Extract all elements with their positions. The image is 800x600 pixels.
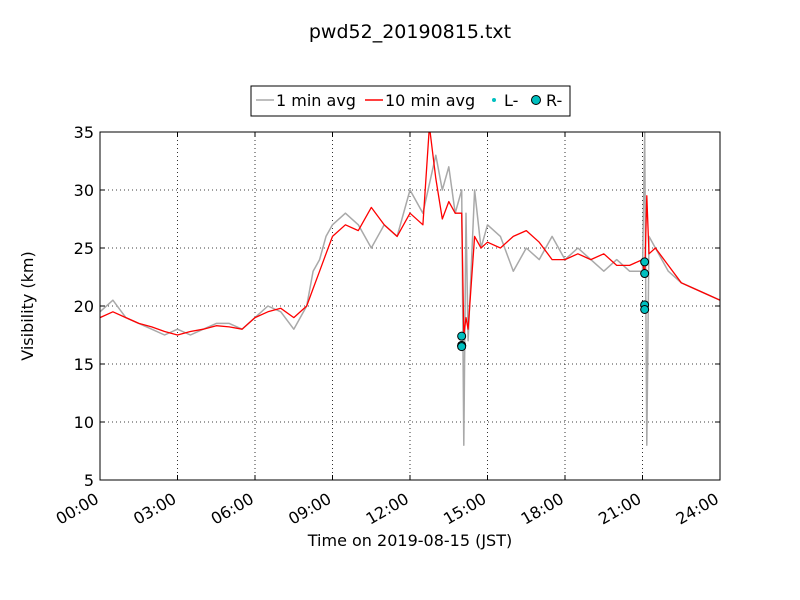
legend-box xyxy=(250,85,571,117)
grid-lines xyxy=(100,132,720,480)
data-point-marker xyxy=(457,342,467,352)
y-tick-label: 35 xyxy=(74,123,94,142)
series-line-1min xyxy=(100,132,720,446)
y-tick-label: 25 xyxy=(74,239,94,258)
data-point-marker xyxy=(457,331,467,341)
legend-swatch-l xyxy=(492,98,496,102)
legend-label-1min: 1 min avg xyxy=(276,91,356,110)
legend: 1 min avg 10 min avg L- R- xyxy=(250,85,571,117)
y-tick-label: 10 xyxy=(74,413,94,432)
chart-title: pwd52_20190815.txt xyxy=(309,21,511,43)
y-tick-label: 5 xyxy=(84,471,94,490)
y-axis-label: Visibility (km) xyxy=(18,251,37,360)
series-line-10min xyxy=(100,132,720,336)
y-tick-label: 15 xyxy=(74,355,94,374)
series-layer xyxy=(100,132,720,446)
legend-label-10min: 10 min avg xyxy=(385,91,475,110)
legend-label-r: R- xyxy=(546,91,562,110)
marker-layer xyxy=(457,257,650,352)
y-tick-label: 30 xyxy=(74,181,94,200)
x-axis-label: Time on 2019-08-15 (JST) xyxy=(307,531,512,550)
legend-swatch-r xyxy=(531,95,541,105)
data-point-marker xyxy=(640,304,650,314)
data-point-marker xyxy=(640,269,650,279)
data-point-marker xyxy=(640,257,650,267)
legend-label-l: L- xyxy=(504,91,518,110)
y-tick-label: 20 xyxy=(74,297,94,316)
